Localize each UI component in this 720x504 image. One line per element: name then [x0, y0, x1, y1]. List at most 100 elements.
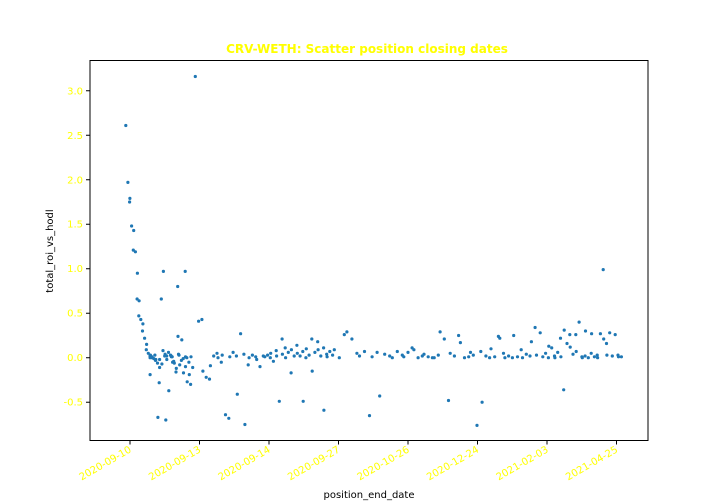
data-point [337, 356, 341, 360]
data-point [174, 366, 178, 370]
data-point [220, 353, 224, 357]
data-point [183, 269, 187, 273]
x-axis-ticks: 2020-09-10 2020-09-13 2020-09-14 2020-09-27… [78, 440, 620, 484]
y-axis-label: total_roi_vs_hodl [45, 209, 56, 292]
data-point [604, 341, 609, 346]
data-point [212, 354, 216, 358]
data-point [426, 355, 430, 359]
data-point [342, 333, 346, 337]
data-point [489, 347, 493, 351]
x-tick-label: 2020-10-26 [356, 445, 412, 484]
y-tick-label: 1.5 [67, 220, 83, 231]
data-point [448, 351, 452, 355]
data-point [268, 356, 272, 360]
data-point [227, 416, 231, 420]
data-point [197, 319, 201, 323]
data-point [158, 365, 162, 370]
data-point [176, 334, 180, 338]
data-point [185, 356, 189, 360]
data-point [538, 331, 542, 335]
data-point [558, 336, 563, 340]
data-point [130, 224, 134, 228]
data-point [583, 354, 587, 358]
data-point [390, 356, 394, 360]
data-point [613, 333, 617, 337]
data-point [148, 356, 152, 360]
data-point [520, 356, 525, 360]
data-point [164, 418, 168, 422]
data-point [176, 284, 180, 289]
data-point [153, 358, 158, 362]
data-point [395, 349, 399, 354]
data-point [128, 200, 132, 204]
x-tick-label: 2020-09-14 [217, 445, 273, 484]
data-point [133, 250, 137, 254]
data-point [141, 322, 145, 326]
data-point [438, 330, 442, 334]
data-point [166, 350, 171, 354]
chart-title: CRV-WETH: Scatter position closing dates [226, 42, 508, 56]
data-point [289, 371, 293, 375]
data-point [316, 340, 320, 344]
data-point [562, 328, 566, 332]
data-point [547, 344, 551, 348]
data-point [148, 373, 152, 377]
data-point [132, 228, 136, 233]
data-point [562, 388, 566, 392]
data-point [432, 356, 436, 360]
data-point [174, 370, 178, 374]
data-point [467, 355, 471, 359]
data-point [159, 297, 163, 301]
data-point [126, 180, 130, 184]
x-tick-label: 2021-02-03 [495, 445, 551, 484]
data-point [155, 361, 160, 365]
y-tick-label: 2.5 [67, 131, 83, 142]
data-point [556, 350, 560, 354]
data-point [595, 353, 599, 357]
data-point [598, 332, 603, 336]
data-point [124, 123, 128, 128]
data-point [357, 354, 362, 358]
data-point [442, 337, 446, 341]
data-point [524, 352, 528, 356]
data-point [590, 332, 594, 336]
y-tick-label: 1.0 [67, 264, 83, 275]
data-point [370, 355, 374, 359]
data-point [207, 377, 212, 381]
data-point [568, 333, 572, 337]
data-point [277, 399, 281, 403]
data-point [137, 299, 141, 303]
data-point [271, 359, 275, 363]
data-point [307, 353, 311, 357]
data-point [468, 350, 473, 354]
x-tick-label: 2020-09-13 [147, 445, 203, 484]
data-point [388, 354, 392, 358]
data-point [201, 369, 205, 373]
data-point [310, 337, 314, 341]
data-point [534, 353, 539, 357]
data-point [619, 355, 624, 359]
data-point [139, 317, 143, 322]
data-point [498, 336, 502, 340]
plot-frame [89, 60, 649, 441]
data-point [480, 400, 484, 404]
data-point [266, 353, 270, 357]
data-point [204, 375, 208, 379]
data-point [137, 314, 141, 318]
data-point [189, 355, 193, 359]
y-tick-label: -0.5 [63, 398, 83, 409]
data-point [601, 268, 605, 272]
data-point [181, 357, 185, 361]
data-point [328, 349, 332, 354]
data-point [580, 356, 584, 360]
data-point [301, 349, 305, 354]
data-point [416, 356, 420, 360]
data-point [280, 352, 284, 356]
data-point [169, 354, 173, 358]
data-point [160, 362, 164, 366]
data-point [528, 354, 532, 358]
data-point [583, 329, 588, 333]
data-point [289, 348, 293, 352]
data-point [165, 354, 169, 358]
